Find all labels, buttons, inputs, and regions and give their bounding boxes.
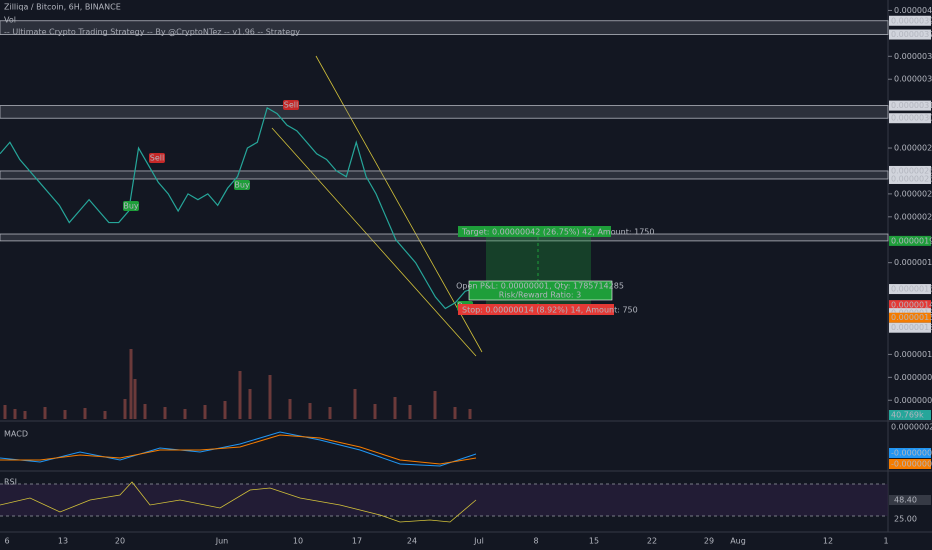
volume-bars — [3, 349, 472, 419]
date-label: Jun — [215, 537, 229, 546]
signal-label: Sell — [150, 154, 164, 163]
price-tick-label: 0.00000060 — [894, 396, 932, 405]
sr-zone — [0, 105, 889, 119]
price-label-box — [889, 284, 931, 295]
price-label-box — [889, 312, 931, 323]
volume-label: 40.769k — [891, 411, 924, 420]
price-label: 0.00000157 — [891, 285, 932, 294]
sr-zone — [0, 20, 889, 35]
rsi-label-box — [889, 495, 931, 505]
date-label: 15 — [589, 537, 599, 546]
price-tick-label: 0.00000280 — [894, 144, 932, 153]
target-box — [458, 226, 611, 237]
price-label-box — [889, 100, 931, 111]
price-label-box — [889, 15, 931, 26]
price-label: 0.00000391 — [891, 16, 932, 25]
macd-label: 0.00000020 — [891, 423, 932, 432]
price-tick-label: 0.00000360 — [894, 52, 932, 61]
macd-label: -0.00000011 — [891, 460, 932, 469]
price-label-box — [889, 173, 931, 184]
rsi-label: 25.00 — [894, 515, 917, 524]
price-label: 0.00000317 — [891, 101, 932, 110]
price-label-box — [889, 165, 931, 176]
price-tick-label: 0.00000400 — [894, 6, 932, 15]
price-label-box — [889, 235, 931, 246]
rsi-line — [0, 481, 477, 523]
signal-badge — [149, 153, 165, 163]
pnl-label: Open P&L: 0.00000001, Qty: 1785714285 — [456, 282, 624, 291]
macd-label: -0.00000007 — [891, 449, 932, 458]
target-label: Target: 0.00000042 (26.75%) 42, Amount: … — [461, 228, 654, 237]
date-label: 29 — [704, 537, 714, 546]
date-label: Jul — [473, 537, 484, 546]
price-label-box — [889, 300, 931, 311]
date-label: 20 — [115, 537, 125, 546]
volume-title: Vol — [4, 16, 16, 25]
rsi-label: 48.40 — [894, 496, 917, 505]
strategy-title: -- Ultimate Crypto Trading Strategy -- B… — [4, 28, 300, 37]
stop-box — [458, 304, 614, 315]
signal-label: Buy — [123, 202, 139, 211]
date-label: 13 — [58, 537, 68, 546]
macd-label-box — [889, 448, 931, 458]
stop-label: Stop: 0.00000014 (8.92%) 14, Amount: 750 — [462, 306, 638, 315]
date-label: 6 — [4, 537, 9, 546]
rsi-title: RSI — [4, 478, 17, 487]
price-tick-label: 0.00000220 — [894, 212, 932, 221]
date-label: 12 — [823, 537, 833, 546]
price-label-box — [889, 29, 931, 40]
signal-badge — [123, 201, 139, 211]
price-label: 0.00000143 — [891, 301, 932, 310]
price-label: 0.00000132 — [891, 323, 932, 332]
macd-line — [0, 431, 477, 467]
date-label: 17 — [352, 537, 362, 546]
date-label: 1 — [883, 537, 888, 546]
date-label: 10 — [293, 537, 303, 546]
rsi-band — [0, 484, 888, 516]
price-label: 0.00000306 — [891, 114, 932, 123]
macd-signal — [0, 434, 477, 465]
date-label: 8 — [533, 537, 538, 546]
signal-label: Sell — [284, 101, 298, 110]
price-tick-label: 0.00000180 — [894, 258, 932, 267]
pnl-box — [468, 280, 613, 301]
signal-badge — [283, 100, 299, 110]
date-label: Aug — [730, 537, 746, 546]
price-label: 0.00000199 — [891, 236, 932, 245]
price-label-box — [889, 113, 931, 124]
price-label: 0.00000253 — [891, 174, 932, 183]
macd-title: MACD — [4, 430, 28, 439]
price-label: 0.00000379 — [891, 30, 932, 39]
trend-line — [271, 127, 477, 357]
date-label: 24 — [407, 537, 417, 546]
symbol-title: Zilliqa / Bitcoin, 6H, BINANCE — [4, 3, 121, 12]
sr-zone — [0, 170, 889, 180]
volume-label-box — [889, 410, 931, 420]
signal-label: Buy — [234, 181, 250, 190]
date-label: 22 — [647, 537, 657, 546]
macd-label-box — [889, 459, 931, 469]
price-tick-label: 0.00000340 — [894, 75, 932, 84]
price-tick-label: 0.00000100 — [894, 350, 932, 359]
risk-label: Risk/Reward Ratio: 3 — [499, 291, 581, 300]
price-line — [0, 106, 476, 310]
signal-badge — [234, 180, 250, 190]
price-label: 0.00000132 — [891, 313, 932, 322]
sr-zone — [0, 233, 889, 242]
price-label-box — [889, 322, 931, 333]
price-tick-label: 0.00000240 — [894, 189, 932, 198]
price-tick-label: 0.00000080 — [894, 373, 932, 382]
